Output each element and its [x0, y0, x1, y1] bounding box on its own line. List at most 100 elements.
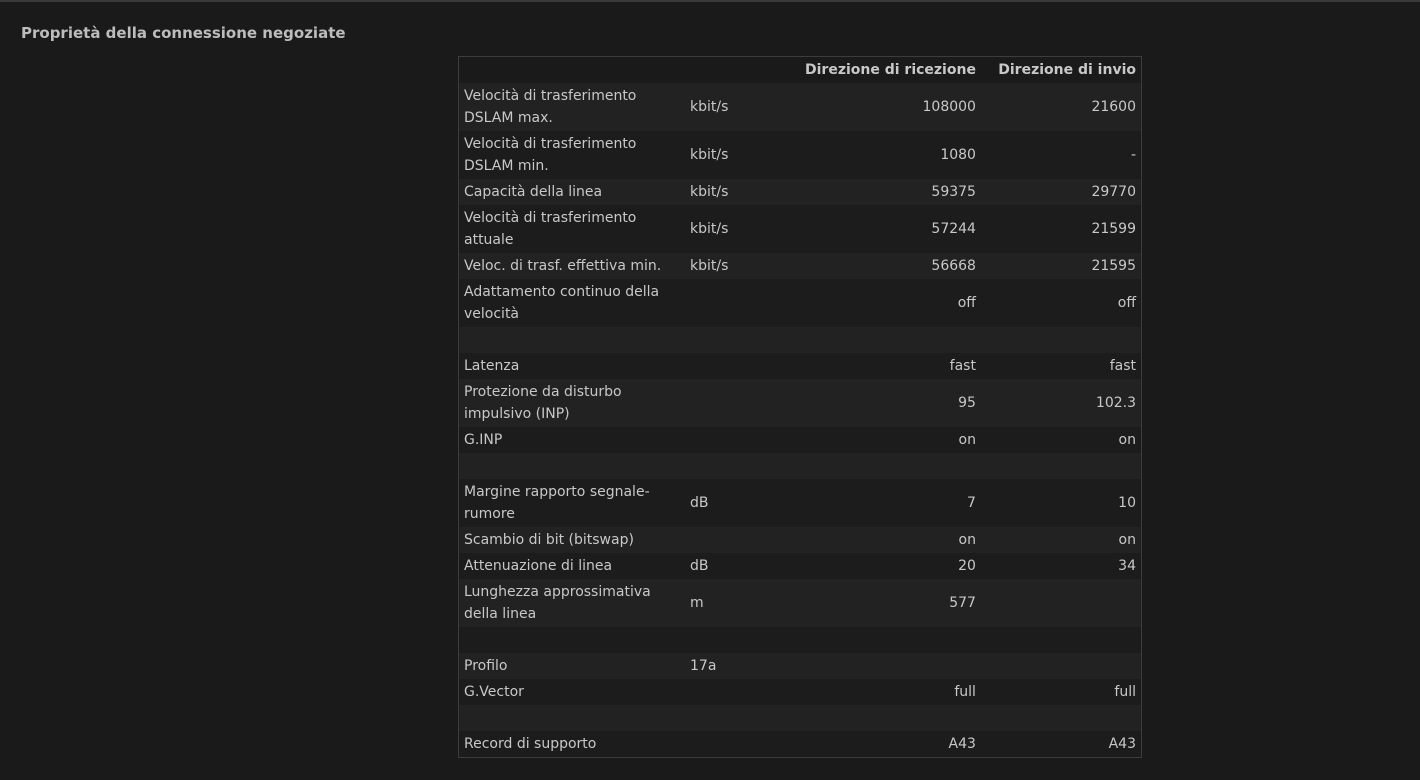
- row-receive-value: 7: [967, 495, 976, 511]
- row-unit: kbit/s: [690, 258, 729, 274]
- row-send-value: [981, 705, 1142, 731]
- row-label: [459, 453, 686, 479]
- table-row: Velocità di trasferimento DSLAM max. kbit…: [458, 83, 1142, 131]
- row-receive-value: 108000: [922, 99, 976, 115]
- table-row: Veloc. di trasf. effettiva min. kbit/s 566…: [458, 253, 1142, 279]
- row-label: Attenuazione di linea: [464, 558, 613, 574]
- table-row: Margine rapporto segnale-rumore dB 7 10: [458, 479, 1142, 527]
- row-send-value: 34: [1118, 558, 1136, 574]
- row-label: [459, 705, 686, 731]
- row-send-value: 102.3: [1095, 395, 1136, 411]
- table-row: G.Vector full full: [458, 679, 1142, 705]
- row-send-value: 21595: [1091, 258, 1136, 274]
- row-receive-value: on: [958, 532, 976, 548]
- row-label: Scambio di bit (bitswap): [464, 532, 634, 548]
- table-row: [458, 327, 1142, 353]
- row-send-value: full: [1114, 684, 1136, 700]
- row-unit: [685, 279, 785, 327]
- row-label: [459, 327, 686, 353]
- table-row: [458, 627, 1142, 653]
- table-row: Profilo 17a: [458, 653, 1142, 679]
- table-row: Scambio di bit (bitswap) on on: [458, 527, 1142, 553]
- row-send-value: A43: [1108, 735, 1136, 752]
- row-unit: [685, 527, 785, 553]
- row-receive-value: on: [958, 432, 976, 448]
- row-receive-value: 56668: [931, 258, 976, 274]
- row-label: Capacità della linea: [464, 184, 603, 200]
- row-send-value: fast: [1109, 358, 1136, 374]
- row-unit: dB: [690, 558, 709, 574]
- row-receive-value: 1080: [940, 147, 976, 163]
- row-receive-value: 95: [958, 395, 976, 411]
- row-unit: kbit/s: [690, 147, 729, 163]
- row-label: Latenza: [464, 358, 520, 374]
- row-send-value: on: [1118, 532, 1136, 548]
- row-unit: [685, 379, 785, 427]
- table-row: Record di supporto A43 A43: [458, 731, 1142, 757]
- row-unit: m: [690, 595, 704, 611]
- row-receive-value: [785, 627, 981, 653]
- table-row: Lunghezza approssimativa della linea m 577: [458, 579, 1142, 627]
- table-row: [458, 705, 1142, 731]
- row-label: G.INP: [464, 432, 503, 448]
- row-send-value: on: [1118, 432, 1136, 448]
- row-unit: [685, 353, 785, 379]
- row-receive-value: [785, 653, 981, 679]
- row-send-value: [981, 327, 1142, 353]
- row-label: [459, 627, 686, 653]
- row-label: Adattamento continuo della velocità: [464, 284, 660, 322]
- row-receive-value: off: [957, 295, 976, 311]
- table-row: Protezione da disturbo impulsivo (INP) 95…: [458, 379, 1142, 427]
- row-label: Margine rapporto segnale-rumore: [464, 484, 650, 522]
- row-unit: [685, 453, 785, 479]
- row-unit: 17a: [690, 658, 717, 674]
- row-unit: [685, 327, 785, 353]
- row-receive-value: [785, 327, 981, 353]
- header-receive-direction: Direzione di ricezione: [805, 62, 976, 78]
- table-row: G.INP on on: [458, 427, 1142, 453]
- row-unit: [685, 705, 785, 731]
- table-row: Latenza fast fast: [458, 353, 1142, 379]
- row-receive-value: 577: [949, 595, 976, 611]
- row-send-value: [981, 453, 1142, 479]
- row-receive-value: full: [954, 684, 976, 700]
- row-unit: dB: [690, 495, 709, 511]
- row-receive-value: [785, 453, 981, 479]
- table-header-row: Direzione di ricezione Direzione di invi…: [459, 57, 1142, 84]
- table-row: Capacità della linea kbit/s 59375 29770: [458, 179, 1142, 205]
- row-send-value: 21600: [1091, 99, 1136, 115]
- row-unit: kbit/s: [690, 184, 729, 200]
- row-send-value: 21599: [1091, 221, 1136, 237]
- row-label: Veloc. di trasf. effettiva min.: [464, 258, 662, 274]
- row-receive-value: A43: [948, 735, 976, 752]
- table-row: Attenuazione di linea dB 20 34: [458, 553, 1142, 579]
- row-send-value: [981, 653, 1142, 679]
- row-send-value: 29770: [1091, 184, 1136, 200]
- row-label: Velocità di trasferimento DSLAM min.: [464, 136, 637, 174]
- table-row: Velocità di trasferimento attuale kbit/s 5…: [458, 205, 1142, 253]
- row-receive-value: fast: [949, 358, 976, 374]
- row-receive-value: 20: [958, 558, 976, 574]
- row-send-value: [981, 579, 1142, 627]
- row-unit: [685, 731, 785, 757]
- row-label: Record di supporto: [464, 735, 597, 752]
- table-row: Adattamento continuo della velocità off of…: [458, 279, 1142, 327]
- row-send-value: 10: [1118, 495, 1136, 511]
- row-send-value: -: [1130, 147, 1136, 163]
- row-unit: kbit/s: [690, 221, 729, 237]
- row-label: G.Vector: [464, 684, 524, 700]
- row-receive-value: 57244: [931, 221, 976, 237]
- connection-properties-table: Direzione di ricezione Direzione di invi…: [458, 56, 1142, 758]
- row-label: Velocità di trasferimento attuale: [464, 210, 637, 248]
- row-unit: [685, 627, 785, 653]
- row-label: Lunghezza approssimativa della linea: [464, 584, 651, 622]
- row-receive-value: 59375: [931, 184, 976, 200]
- section-title: Proprietà della connessione negoziate: [21, 24, 346, 42]
- table-row: [458, 453, 1142, 479]
- row-unit: [685, 427, 785, 453]
- row-send-value: off: [1117, 295, 1136, 311]
- table-row: Velocità di trasferimento DSLAM min. kbit…: [458, 131, 1142, 179]
- header-unit: [685, 57, 785, 84]
- top-divider: [0, 0, 1420, 2]
- row-send-value: [981, 627, 1142, 653]
